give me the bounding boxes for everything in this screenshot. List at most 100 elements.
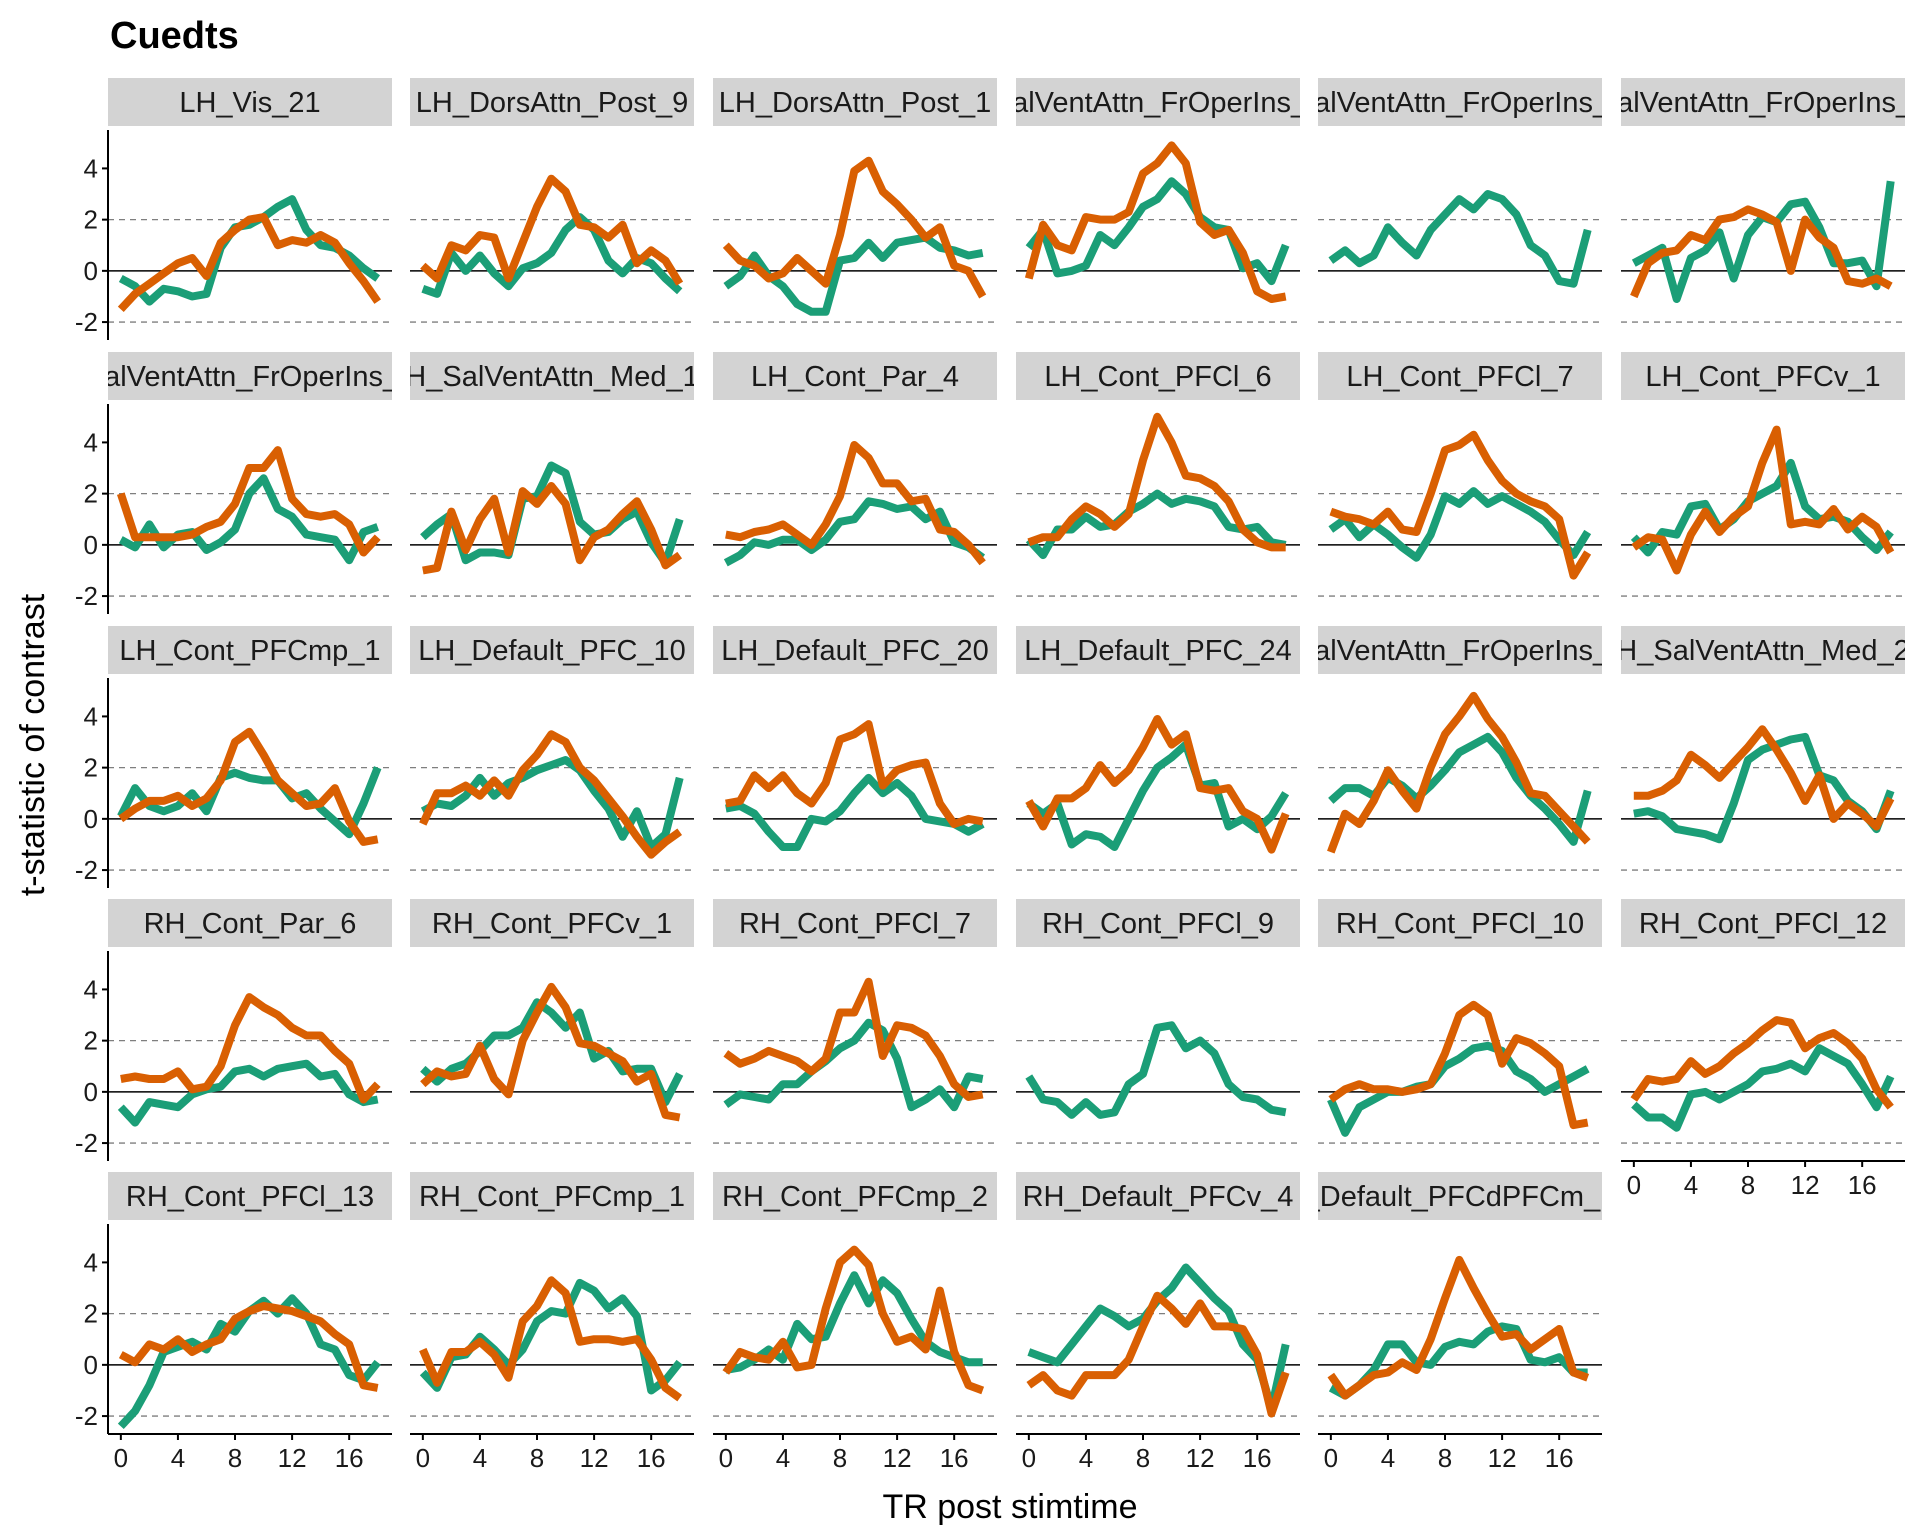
facet-strip [108,1172,392,1220]
facet-strip-label: RH_Cont_PFCmp_2 [722,1181,988,1213]
series-line-orange [422,482,683,575]
facet-panel: RH_Cont_Par_6 -2 0 2 4 [75,899,392,1161]
plot-area [1318,1255,1602,1417]
plot-area [1016,1021,1300,1144]
series-line-orange [419,1276,683,1402]
plot-area [108,727,392,871]
series-line-orange [725,720,984,828]
facet-panel: RH_Cont_PFCl_13 -2 0 2 4 0 4 8 12 16 [75,1172,392,1473]
x-tick-label: 12 [883,1443,912,1473]
series-line-orange [725,441,986,566]
series-line-green [420,998,684,1107]
series-line-orange [1026,1291,1290,1418]
x-tick-label: 0 [719,1443,733,1473]
facet-strip-label: LH_Default_PFC_10 [418,635,686,667]
facet-panel: LH_Cont_PFCl_6 [1016,352,1300,597]
y-tick-label: 2 [84,205,98,235]
plot-area [1318,1000,1602,1144]
series-line-green [118,474,380,565]
plot-area [1318,430,1602,597]
series-line-orange [1327,1255,1590,1400]
facet-panel: RH_Cont_PFCmp_2 0 4 8 12 16 [713,1172,997,1473]
facet-strip-label: LH_DorsAttn_Post_9 [416,87,688,119]
x-tick-label: 4 [473,1443,487,1473]
y-tick-label: 4 [84,974,98,1004]
facet-strip-label: RH_Cont_PFCl_13 [126,1181,374,1213]
facet-strip-label: LH_DorsAttn_Post_1 [719,87,991,119]
facet-strip-label: RH_Cont_PFCl_7 [739,908,971,940]
plot-area [1016,1263,1300,1418]
facet-panel: LH_Cont_PFCv_1 [1621,352,1905,597]
series-line-green [117,766,382,839]
plot-area [108,195,392,323]
series-line-green [1025,1021,1287,1119]
plot-area [713,720,997,871]
facet-strip [1016,626,1300,674]
series-line-orange [1630,205,1893,299]
facet-panel: H_SalVentAttn_Med_2 [1616,626,1909,871]
facet-panel: SalVentAttn_FrOperIns_5 [1318,626,1602,871]
x-tick-label: 8 [228,1443,242,1473]
series-line-orange [1630,1016,1894,1110]
plot-area [1621,425,1905,597]
facet-strip [1318,78,1602,126]
facet-strip [713,626,997,674]
y-tick-label: 0 [84,530,98,560]
facet-panel: RH_Cont_PFCl_7 [713,899,997,1144]
series-line-orange [118,727,379,846]
series-line-orange [723,977,984,1101]
facet-strip [1016,352,1300,400]
plot-area [108,446,392,597]
plot-area [1621,180,1905,323]
facet-panel: RH_Cont_PFCv_1 [410,899,694,1144]
facet-strip [1016,899,1300,947]
y-tick-label: 4 [84,427,98,457]
x-tick-label: 12 [580,1443,609,1473]
series-line-orange [116,446,381,557]
facet-strip-label: RH_Cont_PFCl_9 [1042,908,1274,940]
facet-strip-label: LH_Default_PFC_24 [1024,635,1292,667]
facet-strip-label: H_SalVentAttn_Med_2 [1616,635,1909,667]
x-tick-label: 4 [171,1443,185,1473]
series-line-green [1630,458,1894,557]
facet-strip-label: _Default_PFCdPFCm_1 [1303,1181,1617,1213]
y-tick-label: -2 [75,1128,98,1158]
facet-strip [1621,626,1905,674]
series-line-orange [1633,725,1895,831]
facet-strip-label: SalVentAttn_FrOperIns_3 [1598,87,1920,119]
x-tick-label: 16 [1545,1443,1574,1473]
facet-strip-label: LH_Default_PFC_20 [721,635,989,667]
x-tick-label: 16 [940,1443,969,1473]
facet-strip-label: LH_Vis_21 [179,87,320,119]
y-tick-label: -2 [75,581,98,611]
series-line-orange [420,982,681,1122]
x-tick-label: 12 [1791,1170,1820,1200]
facet-strip [713,1172,997,1220]
facet-strip [410,899,694,947]
facet-strip [1621,899,1905,947]
series-line-orange [1027,412,1286,552]
y-tick-label: 4 [84,701,98,731]
facet-panel: LH_Vis_21 -2 0 2 4 [75,78,392,340]
y-tick-label: 2 [84,1026,98,1056]
plot-area [713,441,997,597]
x-tick-label: 16 [1243,1443,1272,1473]
facet-panel: _Default_PFCdPFCm_1 0 4 8 12 16 [1303,1172,1617,1473]
facet-strip-label: SalVentAttn_FrOperIns_1 [993,87,1323,119]
facet-strip [108,626,392,674]
series-line-orange [419,730,683,859]
x-tick-label: 0 [1627,1170,1641,1200]
x-tick-label: 12 [278,1443,307,1473]
series-line-orange [722,1245,985,1395]
y-tick-label: 0 [84,1077,98,1107]
x-tick-label: 0 [1324,1443,1338,1473]
plot-area [410,730,694,871]
plot-area [410,1276,694,1417]
plot-area [713,1245,997,1417]
series-line-orange [1328,1000,1589,1130]
series-line-green [117,1294,381,1430]
series-line-green [1328,732,1592,846]
y-tick-label: -2 [75,307,98,337]
y-tick-label: -2 [75,1401,98,1431]
y-tick-label: 0 [84,1350,98,1380]
